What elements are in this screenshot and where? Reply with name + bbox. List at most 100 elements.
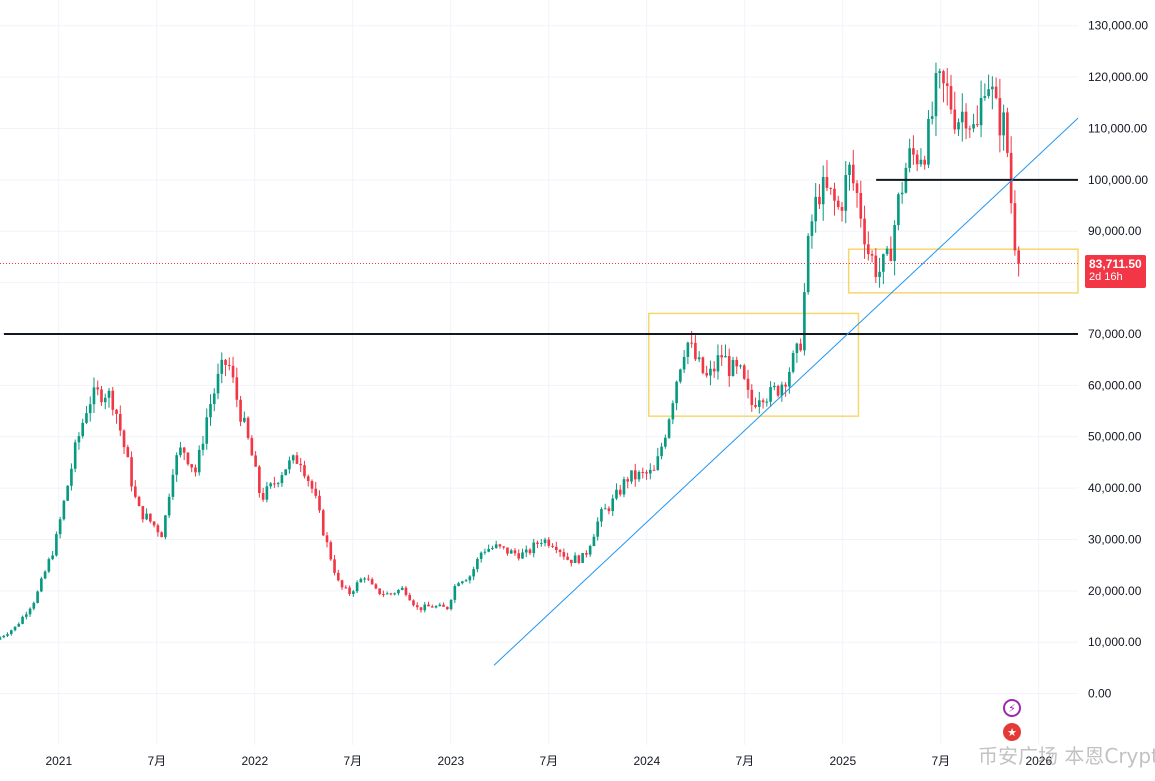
candle-body bbox=[254, 455, 257, 467]
candle-body bbox=[991, 86, 994, 90]
candle-body bbox=[273, 483, 276, 485]
candle-body bbox=[509, 550, 513, 554]
candle-body bbox=[750, 389, 754, 405]
candle-body bbox=[573, 555, 577, 564]
candle-body bbox=[40, 578, 43, 592]
y-tick-label: 40,000.00 bbox=[1088, 481, 1142, 495]
candle-body bbox=[24, 614, 28, 617]
candle-body bbox=[265, 486, 269, 500]
lightning-icon[interactable]: ⚡ bbox=[1003, 699, 1021, 717]
candle-body bbox=[555, 546, 558, 551]
candle-body bbox=[791, 353, 795, 372]
candle-body bbox=[299, 463, 303, 466]
candle-body bbox=[81, 422, 85, 437]
last-price: 83,711.50 bbox=[1089, 257, 1142, 271]
candle-body bbox=[329, 542, 333, 560]
candle-body bbox=[197, 449, 201, 473]
candle-body bbox=[656, 456, 660, 470]
candle-body bbox=[765, 401, 769, 403]
annotations-front bbox=[0, 117, 1079, 666]
candle-body bbox=[641, 471, 645, 473]
candle-body bbox=[585, 552, 588, 555]
candle-body bbox=[773, 385, 776, 388]
candle-body bbox=[359, 579, 363, 583]
candle-body bbox=[558, 550, 562, 553]
candle-body bbox=[389, 593, 393, 595]
candle-body bbox=[295, 455, 299, 464]
candle-body bbox=[404, 587, 408, 595]
candle-body bbox=[88, 404, 92, 414]
candle-body bbox=[543, 539, 547, 544]
candle-body bbox=[784, 384, 787, 387]
candle-body bbox=[445, 606, 449, 610]
y-tick-label: 70,000.00 bbox=[1088, 327, 1142, 341]
candle-body bbox=[1006, 112, 1009, 153]
x-tick-label: 7月 bbox=[539, 754, 558, 768]
candle-body bbox=[701, 357, 705, 374]
y-tick-label: 120,000.00 bbox=[1088, 70, 1148, 84]
candle-body bbox=[145, 513, 148, 520]
candle-body bbox=[851, 164, 855, 184]
candle-body bbox=[73, 442, 77, 469]
candle-body bbox=[231, 365, 235, 378]
candle-body bbox=[998, 98, 1002, 136]
candle-body bbox=[367, 578, 370, 580]
candle-body bbox=[588, 546, 592, 555]
candle-body bbox=[927, 118, 930, 165]
candle-body bbox=[479, 552, 483, 559]
candle-body bbox=[306, 476, 310, 482]
candle-body bbox=[844, 175, 848, 211]
candle-body bbox=[562, 552, 566, 557]
candle-body bbox=[415, 605, 419, 608]
last-price-tag: 83,711.50 2d 16h bbox=[1085, 255, 1146, 288]
candle-body bbox=[382, 594, 385, 596]
candle-body bbox=[419, 607, 423, 611]
candle-body bbox=[77, 436, 81, 443]
candle-body bbox=[58, 519, 62, 535]
candle-body bbox=[724, 356, 727, 358]
candle-body bbox=[374, 584, 378, 589]
candle-body bbox=[679, 369, 682, 382]
candle-body bbox=[227, 364, 231, 366]
x-axis[interactable]: 2021 7月 2022 7月 2023 7月 2024 7月 2025 7月 2026 bbox=[45, 754, 1052, 768]
candle-body bbox=[250, 437, 254, 456]
candle-body bbox=[945, 83, 949, 86]
candle-body bbox=[149, 513, 152, 522]
candle-body bbox=[427, 604, 430, 607]
y-axis[interactable]: 130,000.00 120,000.00 110,000.00 100,000.00… bbox=[1088, 19, 1148, 701]
candle-body bbox=[239, 399, 242, 422]
candle-body bbox=[855, 183, 859, 193]
candle-body bbox=[727, 356, 731, 377]
candle-body bbox=[344, 587, 348, 589]
candle-body bbox=[942, 71, 945, 84]
candle-body bbox=[457, 583, 460, 587]
candle-body bbox=[874, 255, 878, 278]
candle-body bbox=[682, 356, 686, 370]
candle-body bbox=[276, 483, 280, 485]
candle-body bbox=[70, 468, 73, 486]
candle-body bbox=[957, 122, 960, 130]
candle-body bbox=[261, 492, 265, 500]
candle-body bbox=[167, 496, 171, 516]
candle-body bbox=[284, 469, 287, 476]
candle-body bbox=[464, 580, 468, 582]
candle-body bbox=[551, 545, 554, 547]
candle-body bbox=[757, 400, 761, 407]
candle-body bbox=[660, 446, 663, 457]
grid bbox=[0, 0, 1078, 745]
candle-body bbox=[506, 547, 509, 554]
us-flag-icon[interactable]: ★ bbox=[1003, 723, 1021, 741]
candle-body bbox=[85, 413, 88, 423]
candle-body bbox=[528, 549, 532, 554]
candle-body bbox=[393, 593, 397, 595]
candle-body bbox=[164, 515, 167, 538]
candle-body bbox=[235, 377, 239, 400]
candle-body bbox=[194, 467, 197, 473]
candle-body bbox=[156, 525, 160, 533]
candle-body bbox=[833, 188, 836, 201]
y-tick-label: 30,000.00 bbox=[1088, 532, 1142, 546]
x-tick-label: 7月 bbox=[735, 754, 754, 768]
candle-body bbox=[321, 510, 325, 536]
candle-body bbox=[100, 389, 103, 403]
